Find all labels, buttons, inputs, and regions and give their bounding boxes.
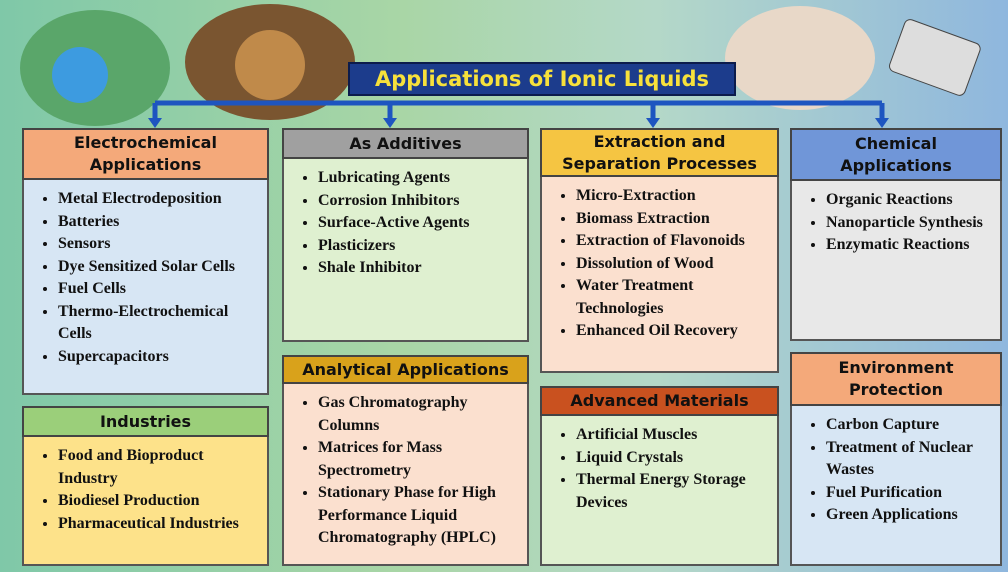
box-body: Food and Bioproduct IndustryBiodiesel Pr… (22, 437, 269, 566)
list-item: Batteries (58, 211, 259, 234)
list-item: Metal Electrodeposition (58, 188, 259, 211)
item-list: Carbon CaptureTreatment of Nuclear Waste… (800, 414, 992, 527)
list-item: Fuel Purification (826, 482, 992, 505)
list-item: Biomass Extraction (576, 208, 769, 231)
item-list: Lubricating AgentsCorrosion InhibitorsSu… (292, 167, 519, 280)
list-item: Green Applications (826, 504, 992, 527)
box-header: As Additives (282, 128, 529, 159)
list-item: Plasticizers (318, 235, 519, 258)
item-list: Micro-ExtractionBiomass ExtractionExtrac… (550, 185, 769, 343)
list-item: Enzymatic Reactions (826, 234, 992, 257)
globe (52, 47, 108, 103)
list-item: Pharmaceutical Industries (58, 513, 259, 536)
item-list: Organic ReactionsNanoparticle SynthesisE… (800, 189, 992, 257)
list-item: Dissolution of Wood (576, 253, 769, 276)
list-item: Micro-Extraction (576, 185, 769, 208)
item-list: Artificial MusclesLiquid CrystalsThermal… (550, 424, 769, 514)
list-item: Extraction of Flavonoids (576, 230, 769, 253)
box-header: Analytical Applications (282, 355, 529, 384)
battery-image (888, 18, 982, 97)
item-list: Metal ElectrodepositionBatteriesSensorsD… (32, 188, 259, 368)
box-body: Lubricating AgentsCorrosion InhibitorsSu… (282, 159, 529, 342)
box-body: Carbon CaptureTreatment of Nuclear Waste… (790, 406, 1002, 566)
lab-image (725, 6, 875, 110)
list-item: Stationary Phase for High Performance Li… (318, 482, 519, 550)
list-item: Corrosion Inhibitors (318, 190, 519, 213)
box-body: Organic ReactionsNanoparticle SynthesisE… (790, 181, 1002, 341)
box-header: Chemical Applications (790, 128, 1002, 181)
list-item: Supercapacitors (58, 346, 259, 369)
list-item: Matrices for Mass Spectrometry (318, 437, 519, 482)
box-header: Industries (22, 406, 269, 437)
title: Applications of Ionic Liquids (348, 62, 736, 96)
list-item: Shale Inhibitor (318, 257, 519, 280)
box-header: Electrochemical Applications (22, 128, 269, 180)
list-item: Fuel Cells (58, 278, 259, 301)
box-header: Environment Protection (790, 352, 1002, 406)
list-item: Surface-Active Agents (318, 212, 519, 235)
list-item: Dye Sensitized Solar Cells (58, 256, 259, 279)
list-item: Carbon Capture (826, 414, 992, 437)
list-item: Treatment of Nuclear Wastes (826, 437, 992, 482)
list-item: Gas Chromatography Columns (318, 392, 519, 437)
list-item: Artificial Muscles (576, 424, 769, 447)
list-item: Food and Bioproduct Industry (58, 445, 259, 490)
box-body: Gas Chromatography ColumnsMatrices for M… (282, 384, 529, 566)
box-header: Advanced Materials (540, 386, 779, 416)
box-body: Artificial MusclesLiquid CrystalsThermal… (540, 416, 779, 566)
item-list: Food and Bioproduct IndustryBiodiesel Pr… (32, 445, 259, 535)
list-item: Water Treatment Technologies (576, 275, 769, 320)
list-item: Sensors (58, 233, 259, 256)
box-body: Metal ElectrodepositionBatteriesSensorsD… (22, 180, 269, 395)
item-list: Gas Chromatography ColumnsMatrices for M… (292, 392, 519, 550)
box-header: Extraction and Separation Processes (540, 128, 779, 177)
list-item: Nanoparticle Synthesis (826, 212, 992, 235)
list-item: Enhanced Oil Recovery (576, 320, 769, 343)
list-item: Biodiesel Production (58, 490, 259, 513)
diagram: Applications of Ionic Liquids Electroche… (0, 0, 1008, 572)
list-item: Lubricating Agents (318, 167, 519, 190)
list-item: Thermo-Electrochemical Cells (58, 301, 259, 346)
list-item: Organic Reactions (826, 189, 992, 212)
list-item: Liquid Crystals (576, 447, 769, 470)
list-item: Thermal Energy Storage Devices (576, 469, 769, 514)
box-body: Micro-ExtractionBiomass ExtractionExtrac… (540, 177, 779, 373)
gear (235, 30, 305, 100)
